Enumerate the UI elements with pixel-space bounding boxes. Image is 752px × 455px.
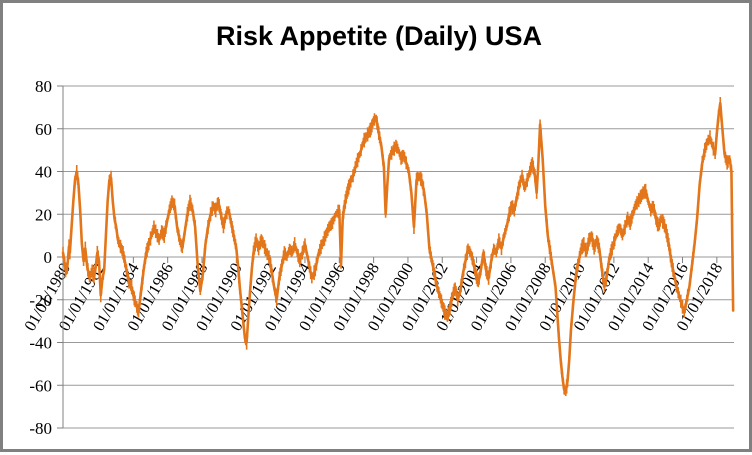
data-series-group [61,97,735,396]
y-axis-tick-label: -60 [29,376,52,395]
y-axis-tick-label: -80 [29,419,52,438]
y-axis-tick-label: 80 [35,77,52,96]
y-axis-tick-label: 60 [35,120,52,139]
page-title: Risk Appetite (Daily) USA [215,21,543,51]
y-axis-tick-label: 0 [44,248,53,267]
y-axis-tick-label: -40 [29,334,52,353]
series-daily-noise-texture [62,97,734,396]
y-axis-tick-label: 40 [35,163,52,182]
y-axis-tick-label: 20 [35,205,52,224]
y-axis-tick-labels: 80 60 40 20 0 -20 -40 -60 -80 [29,77,52,438]
y-axis-tick-label: -20 [29,291,52,310]
gridlines-group [57,85,734,429]
series-line-risk-appetite [61,101,735,393]
